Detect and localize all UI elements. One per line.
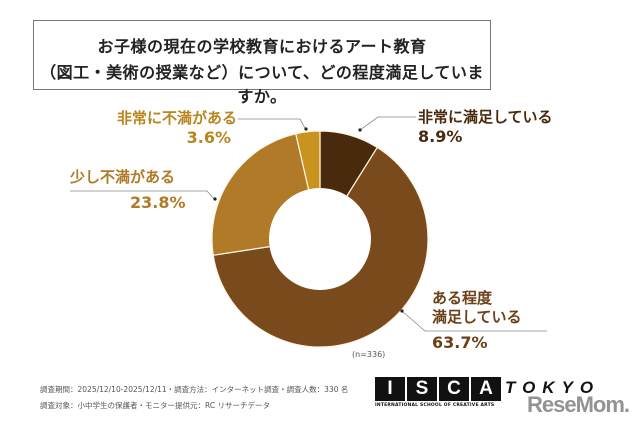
label-very-satisfied-pct: 8.9% [418,127,463,146]
chart-title-box: お子様の現在の学校教育におけるアート教育 （図工・美術の授業など）について、どの… [33,20,491,106]
label-very-dissatisfied: 非常に不満がある 3.6% [83,109,237,148]
resemom-watermark: ReseMom. [527,392,630,417]
label-somewhat-dissatisfied: 少し不満がある 23.8% [70,168,186,213]
isca-logo: I S C A INTERNATIONAL SCHOOL OF CREATIVE… [375,377,501,408]
label-somewhat-satisfied-pct: 63.7% [432,333,488,352]
label-very-satisfied-name: 非常に満足している [418,108,553,126]
footer-survey-target: 調査対象：小中学生の保護者・モニター提供元：RC リサーチデータ [40,401,270,410]
leader-very-dissatisfied [238,118,307,131]
leader-somewhat-dissatisfied [70,190,216,201]
label-very-dissatisfied-name: 非常に不満がある [116,109,237,127]
leader-dots [213,127,404,313]
leader-very-satisfied [359,116,416,131]
footer-survey-period: 調査期間：2025/12/10-2025/12/11・調査方法：インターネット調… [40,385,349,394]
donut-hole [269,188,371,290]
logo-tokyo: TOKYO [505,378,601,397]
label-somewhat-satisfied-name-2: 満足している [432,308,522,326]
logo-letter-a: A [471,377,501,401]
label-somewhat-satisfied: ある程度 満足している 63.7% [432,289,522,353]
logo-letter-s: S [407,377,437,401]
sample-size-note: (n=336) [352,350,386,359]
logo-letter-c: C [439,377,469,401]
label-very-dissatisfied-pct: 3.6% [186,128,231,147]
chart-title-line-1: お子様の現在の学校教育におけるアート教育 [97,37,427,56]
label-very-satisfied: 非常に満足している 8.9% [418,108,553,147]
logo-letter-i: I [375,377,405,401]
leader-lines [70,116,547,332]
label-somewhat-dissatisfied-name: 少し不満がある [70,168,176,186]
logo-subtitle: INTERNATIONAL SCHOOL OF CREATIVE ARTS [375,403,495,408]
label-somewhat-dissatisfied-pct: 23.8% [130,193,186,212]
leader-somewhat-satisfied [401,310,547,332]
label-somewhat-satisfied-name-1: ある程度 [432,289,493,307]
chart-title-line-2: （図工・美術の授業など）について、どの程度満足していますか。 [40,63,484,106]
